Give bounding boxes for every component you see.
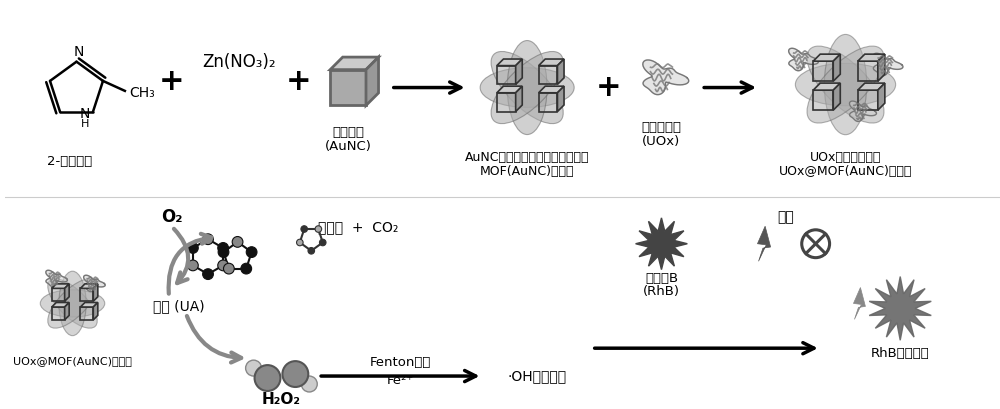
Polygon shape — [93, 303, 98, 320]
Circle shape — [315, 226, 322, 232]
Text: Zn(NO₃)₂: Zn(NO₃)₂ — [202, 53, 275, 71]
Polygon shape — [849, 101, 876, 121]
Polygon shape — [833, 54, 840, 81]
Circle shape — [218, 247, 229, 258]
Circle shape — [203, 234, 213, 245]
Ellipse shape — [491, 52, 563, 124]
Polygon shape — [853, 288, 865, 319]
Polygon shape — [557, 59, 564, 84]
Polygon shape — [366, 57, 379, 106]
Circle shape — [255, 365, 280, 391]
Polygon shape — [65, 284, 69, 301]
Polygon shape — [80, 303, 98, 307]
Text: RhB荧光淬灭: RhB荧光淬灭 — [871, 347, 930, 360]
Polygon shape — [813, 83, 840, 90]
Text: +: + — [596, 73, 622, 102]
Ellipse shape — [480, 68, 574, 108]
Polygon shape — [858, 83, 885, 90]
Text: 尿酸 (UA): 尿酸 (UA) — [153, 299, 205, 313]
Text: N: N — [73, 45, 84, 59]
Text: (AuNC): (AuNC) — [325, 140, 372, 153]
Ellipse shape — [59, 271, 86, 336]
Circle shape — [241, 263, 252, 274]
Text: 激发: 激发 — [777, 210, 794, 224]
Text: 尿囊素  +  CO₂: 尿囊素 + CO₂ — [318, 220, 398, 234]
Polygon shape — [813, 54, 840, 61]
Polygon shape — [46, 270, 67, 287]
Circle shape — [297, 239, 303, 246]
Circle shape — [282, 361, 308, 387]
Polygon shape — [757, 226, 771, 261]
Text: 罗丹明B: 罗丹明B — [645, 272, 678, 285]
Ellipse shape — [40, 290, 105, 317]
Ellipse shape — [491, 52, 563, 124]
Polygon shape — [833, 83, 840, 110]
Text: (RhB): (RhB) — [643, 285, 680, 298]
Polygon shape — [84, 275, 105, 292]
Text: UOx负载的杂化物: UOx负载的杂化物 — [810, 151, 881, 164]
Text: H₂O₂: H₂O₂ — [262, 392, 301, 407]
Text: UOx@MOF(AuNC)杂化物: UOx@MOF(AuNC)杂化物 — [13, 356, 132, 366]
Circle shape — [308, 247, 315, 254]
Ellipse shape — [795, 63, 896, 106]
Polygon shape — [93, 284, 98, 301]
Polygon shape — [869, 276, 931, 340]
Polygon shape — [636, 218, 687, 270]
Polygon shape — [52, 284, 69, 288]
Text: 2-甲基咪唑: 2-甲基咪唑 — [47, 155, 92, 168]
Circle shape — [246, 360, 262, 376]
Circle shape — [301, 376, 317, 392]
Polygon shape — [539, 86, 564, 93]
Text: ·OH羟自由基: ·OH羟自由基 — [508, 369, 567, 383]
Ellipse shape — [48, 279, 97, 328]
Polygon shape — [873, 53, 903, 76]
Circle shape — [319, 239, 326, 246]
Circle shape — [301, 226, 307, 232]
Ellipse shape — [507, 40, 547, 135]
Text: CH₃: CH₃ — [129, 86, 155, 100]
Text: 金纳米笼: 金纳米笼 — [332, 126, 364, 139]
Circle shape — [218, 243, 229, 253]
Circle shape — [232, 236, 243, 247]
Text: MOF(AuNC)杂化物: MOF(AuNC)杂化物 — [480, 164, 574, 178]
Polygon shape — [858, 54, 885, 61]
Polygon shape — [878, 54, 885, 81]
Polygon shape — [80, 284, 98, 288]
Ellipse shape — [824, 34, 867, 135]
Polygon shape — [330, 57, 379, 70]
Text: (UOx): (UOx) — [642, 135, 681, 148]
Circle shape — [224, 263, 234, 274]
Polygon shape — [497, 86, 522, 93]
Text: +: + — [159, 67, 185, 96]
Text: UOx@MOF(AuNC)杂化物: UOx@MOF(AuNC)杂化物 — [779, 164, 912, 178]
Text: +: + — [286, 67, 311, 96]
Ellipse shape — [48, 279, 97, 328]
Text: Fe²⁺: Fe²⁺ — [387, 373, 414, 387]
Text: Fenton氧化: Fenton氧化 — [370, 355, 432, 369]
Text: 尿酸氧化酶: 尿酸氧化酶 — [641, 121, 681, 134]
Polygon shape — [516, 59, 522, 84]
Circle shape — [218, 260, 229, 271]
Text: O₂: O₂ — [161, 208, 183, 226]
Polygon shape — [330, 70, 366, 106]
Polygon shape — [643, 60, 689, 94]
Polygon shape — [65, 303, 69, 320]
Text: N: N — [80, 107, 90, 121]
Text: H: H — [81, 119, 89, 129]
Polygon shape — [557, 86, 564, 112]
Circle shape — [188, 260, 198, 271]
Ellipse shape — [807, 46, 884, 123]
Polygon shape — [497, 59, 522, 65]
Circle shape — [246, 247, 257, 258]
Polygon shape — [789, 48, 818, 71]
Polygon shape — [52, 303, 69, 307]
Ellipse shape — [807, 46, 884, 123]
Polygon shape — [878, 83, 885, 110]
Circle shape — [203, 269, 213, 279]
Polygon shape — [516, 86, 522, 112]
Polygon shape — [539, 59, 564, 65]
Text: AuNC负载的金属有机骨架化合物: AuNC负载的金属有机骨架化合物 — [465, 151, 589, 164]
Circle shape — [188, 243, 198, 253]
